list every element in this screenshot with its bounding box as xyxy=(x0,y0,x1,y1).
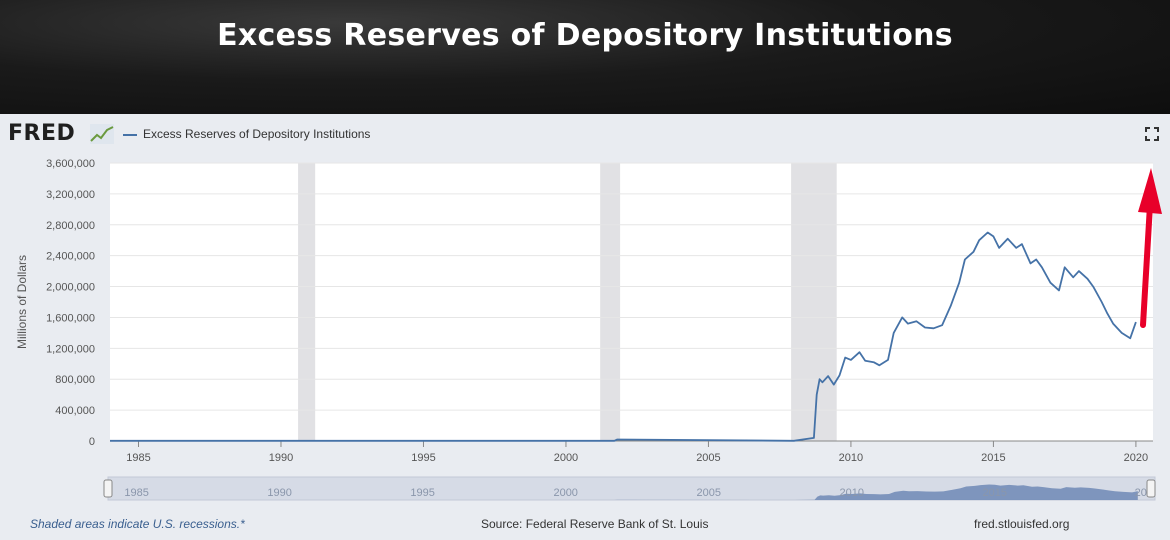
navigator-label: 1995 xyxy=(410,487,434,499)
expand-icon[interactable] xyxy=(1145,127,1159,141)
y-tick-label: 3,200,000 xyxy=(46,189,95,201)
recession-band xyxy=(600,163,621,441)
plot-area xyxy=(110,163,1153,441)
annotation-arrow-head xyxy=(1138,168,1162,214)
navigator-label: 2010 xyxy=(840,487,864,499)
series-line xyxy=(110,231,1137,442)
x-tick-label: 1995 xyxy=(411,452,435,464)
x-tick-label: 2020 xyxy=(1124,452,1148,464)
legend-swatch xyxy=(123,134,137,136)
x-tick-label: 2005 xyxy=(696,452,720,464)
x-tick-label: 1990 xyxy=(269,452,293,464)
recession-note: Shaded areas indicate U.S. recessions.* xyxy=(30,517,245,531)
navigator-label: 1985 xyxy=(124,487,148,499)
y-tick-label: 1,600,000 xyxy=(46,312,95,324)
y-tick-label: 2,400,000 xyxy=(46,251,95,263)
y-tick-label: 800,000 xyxy=(55,374,95,386)
recession-band xyxy=(791,163,837,441)
fred-logo[interactable]: FRED xyxy=(8,121,76,146)
y-tick-label: 2,000,000 xyxy=(46,282,95,294)
y-tick-label: 3,600,000 xyxy=(46,158,95,170)
legend-label[interactable]: Excess Reserves of Depository Institutio… xyxy=(143,127,371,141)
y-tick-label: 1,200,000 xyxy=(46,343,95,355)
navigator-series-area xyxy=(108,484,1138,500)
navigator-label: 2005 xyxy=(696,487,720,499)
y-tick-label: 0 xyxy=(89,436,95,448)
navigator-label: 2015 xyxy=(983,487,1007,499)
navigator-handle-right[interactable] xyxy=(1146,479,1156,498)
site-url[interactable]: fred.stlouisfed.org xyxy=(974,517,1070,531)
navigator-label: 2000 xyxy=(553,487,577,499)
fred-logo-sparkline-icon xyxy=(90,124,114,144)
x-tick-label: 2010 xyxy=(839,452,863,464)
navigator-label: 1990 xyxy=(267,487,291,499)
navigator-handle-left[interactable] xyxy=(103,479,113,498)
video-banner: Excess Reserves of Depository Institutio… xyxy=(0,0,1170,114)
x-tick-label: 2000 xyxy=(554,452,578,464)
y-tick-label: 400,000 xyxy=(55,405,95,417)
source-credit: Source: Federal Reserve Bank of St. Loui… xyxy=(481,517,709,531)
x-tick-label: 2015 xyxy=(981,452,1005,464)
y-tick-label: 2,800,000 xyxy=(46,220,95,232)
recession-band xyxy=(298,163,316,441)
banner-title: Excess Reserves of Depository Institutio… xyxy=(217,18,953,53)
annotation-arrow-shaft xyxy=(1140,202,1153,328)
x-tick-label: 1985 xyxy=(126,452,150,464)
